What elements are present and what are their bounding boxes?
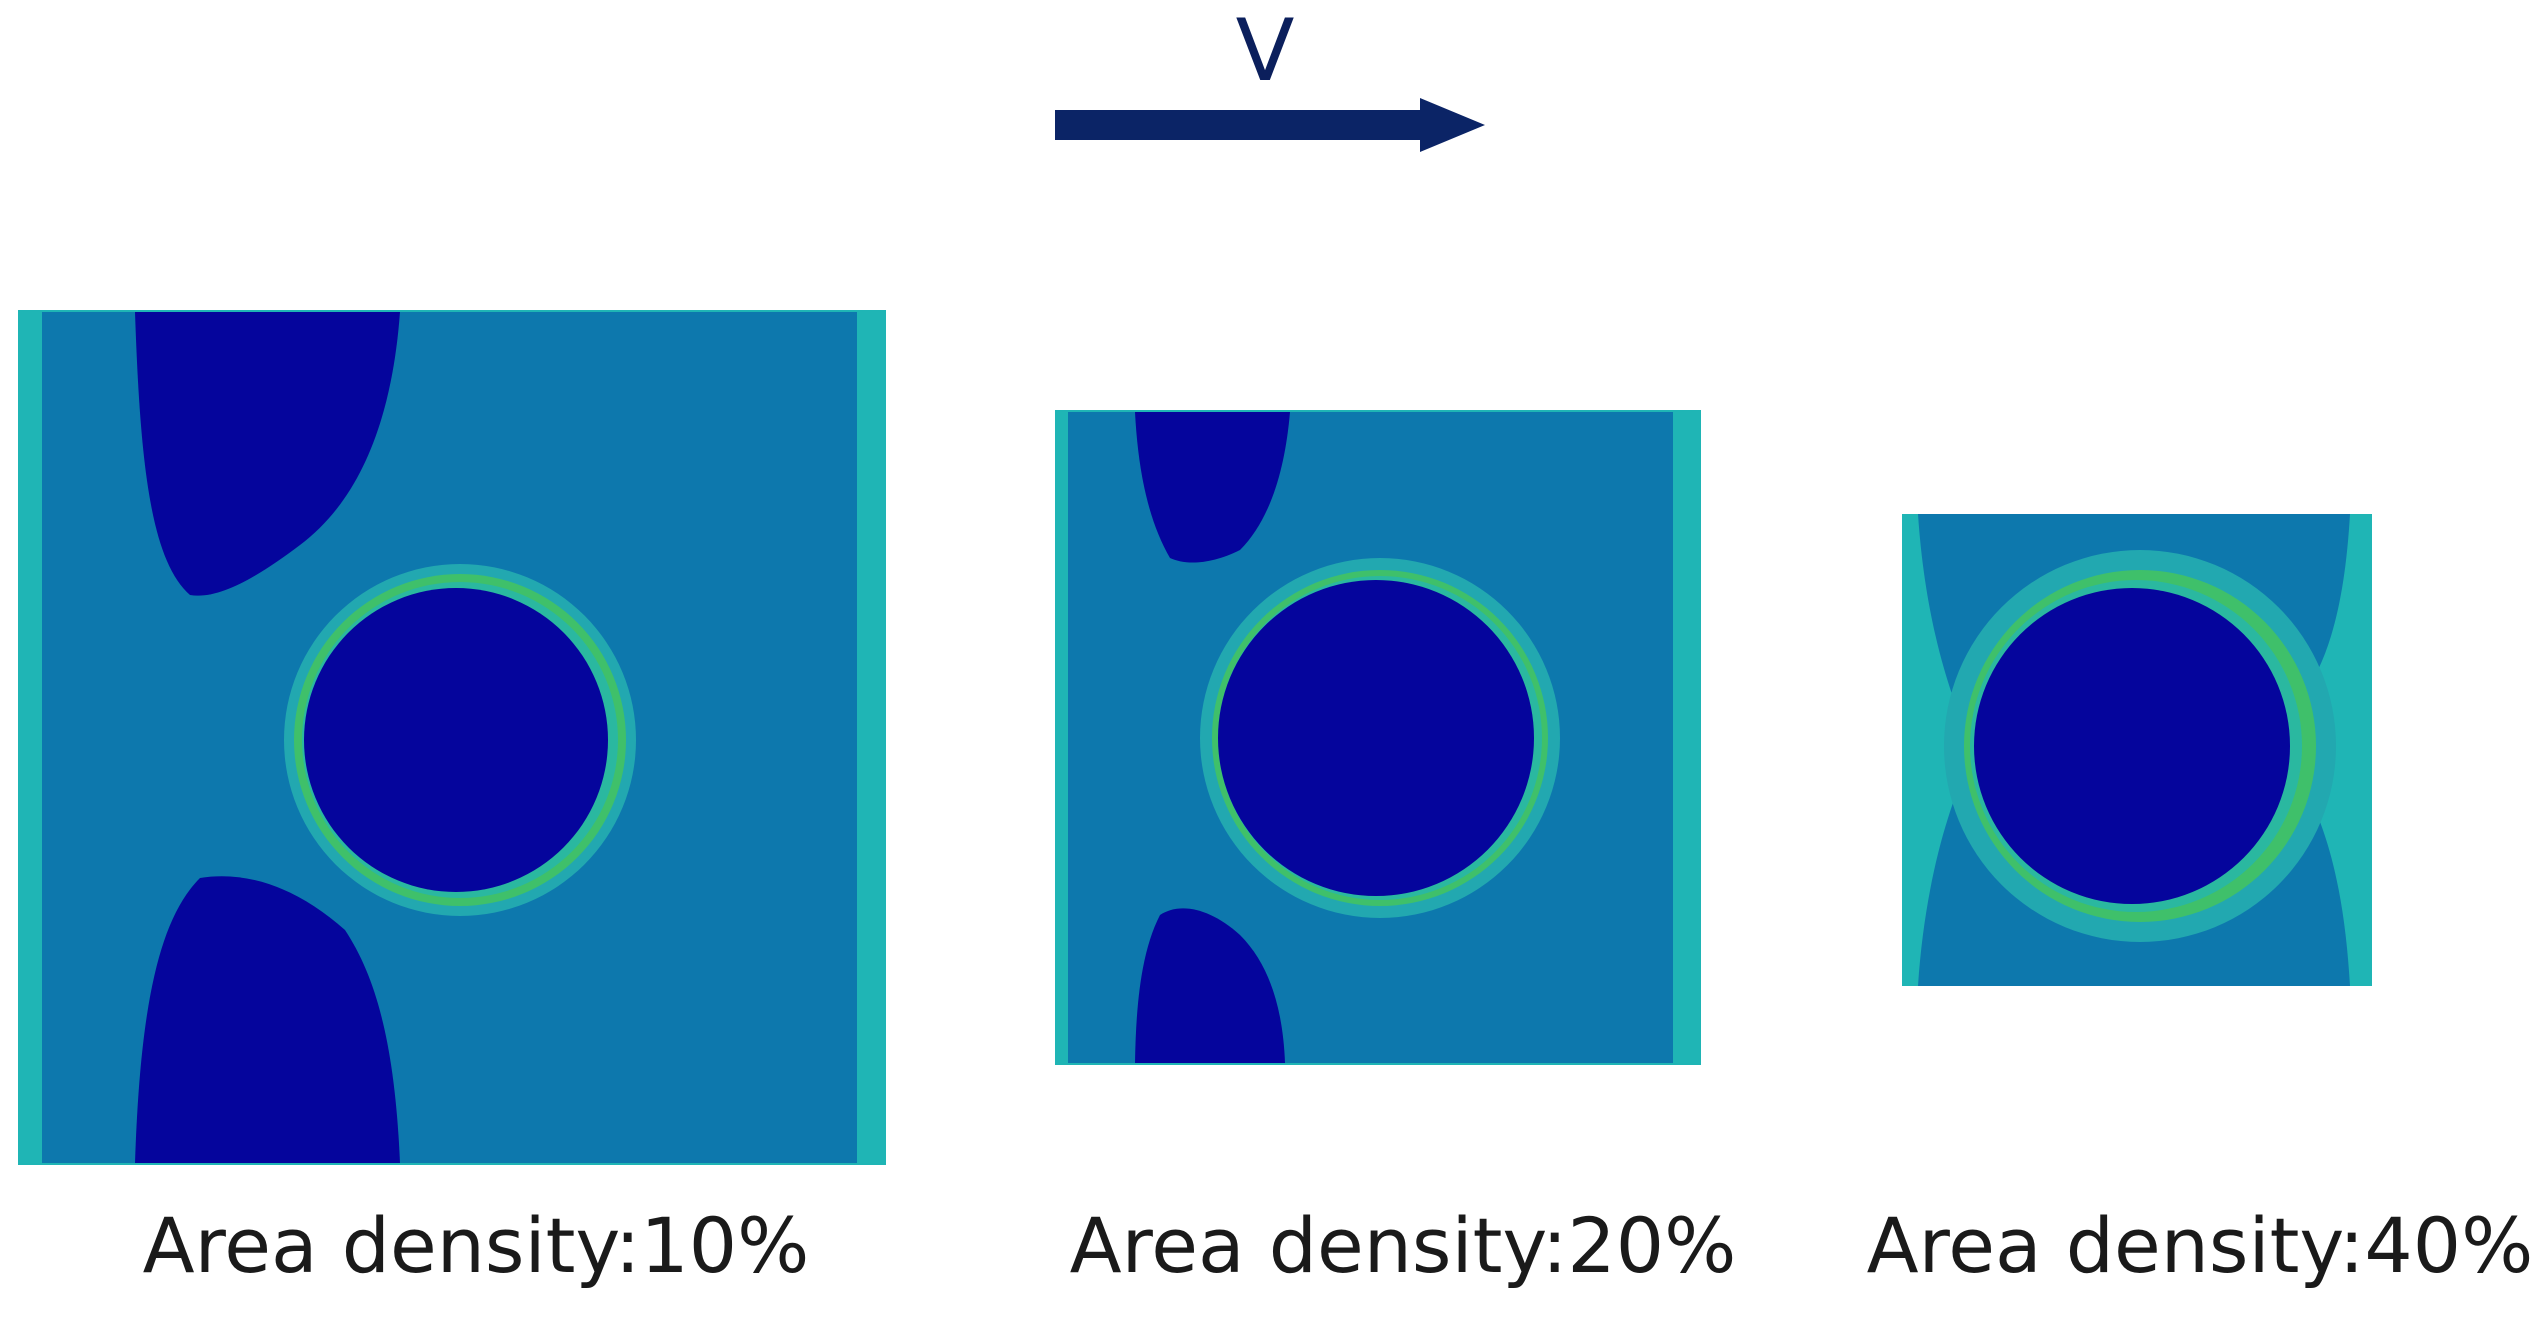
velocity-arrow-shaft xyxy=(1055,110,1440,140)
panel-10-bottom-void xyxy=(135,876,400,1163)
panel-area-density-20: Area density:20% xyxy=(1055,410,1736,1290)
velocity-indicator: V xyxy=(1055,1,1485,152)
panel-40-caption: Area density:40% xyxy=(1867,1201,2533,1290)
panel-40-left-lobe xyxy=(1902,514,1975,986)
panel-20-bottom-void xyxy=(1135,908,1285,1063)
velocity-label: V xyxy=(1236,1,1295,101)
panel-area-density-40: Area density:40% xyxy=(1867,514,2533,1290)
velocity-arrow-head xyxy=(1420,98,1485,152)
panel-20-top-void xyxy=(1135,412,1290,563)
panel-10-caption: Area density:10% xyxy=(143,1201,810,1290)
panel-10-particle xyxy=(304,588,608,892)
panel-10-top-void xyxy=(135,312,400,596)
panel-40-particle xyxy=(1974,588,2290,904)
panel-40-right-lobe xyxy=(2300,514,2372,986)
panel-area-density-10: Area density:10% xyxy=(18,310,886,1290)
panel-20-particle xyxy=(1218,580,1534,896)
panel-20-caption: Area density:20% xyxy=(1070,1201,1737,1290)
